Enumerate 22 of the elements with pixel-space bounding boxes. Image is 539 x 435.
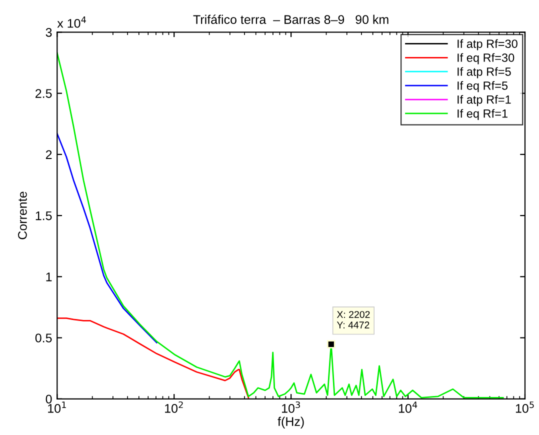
x-tick-label: 10$^{4}$ (398, 402, 418, 413)
legend-label: If eq Rf=30 (458, 53, 514, 64)
y-tick-label: 2 (46, 150, 52, 159)
legend-label: If eq Rf=1 (458, 109, 508, 120)
legend-label: If atp Rf=5 (458, 67, 511, 78)
legend-label: If atp Rf=1 (458, 95, 511, 106)
chart-title: Trifáfico terra – Barras 8–9 90 km (193, 14, 388, 24)
x-axis-title: f(Hz) (278, 416, 304, 428)
y-tick-label: 0.5 (35, 334, 52, 342)
y-tick-label: 3 (46, 28, 52, 37)
text: x 10$^{4}$ (57, 16, 86, 28)
x-tick-label: 10$^{2}$ (165, 401, 183, 413)
x-tick-label: 10$^{5}$ (516, 402, 534, 413)
y-tick-label: 0 (46, 394, 52, 404)
legend-label: If atp Rf=30 (458, 39, 518, 50)
y-axis-title: Corrente (18, 192, 27, 240)
x-tick-label: 10$^{3}$ (282, 401, 300, 413)
y-tick-label: 2.5 (36, 89, 52, 98)
annotation: X: 2202 Y: 4472 (336, 311, 370, 328)
y-tick-label: 1 (46, 272, 52, 282)
y-tick-label: 1.5 (36, 211, 52, 220)
legend-label: If eq Rf=5 (458, 81, 508, 92)
